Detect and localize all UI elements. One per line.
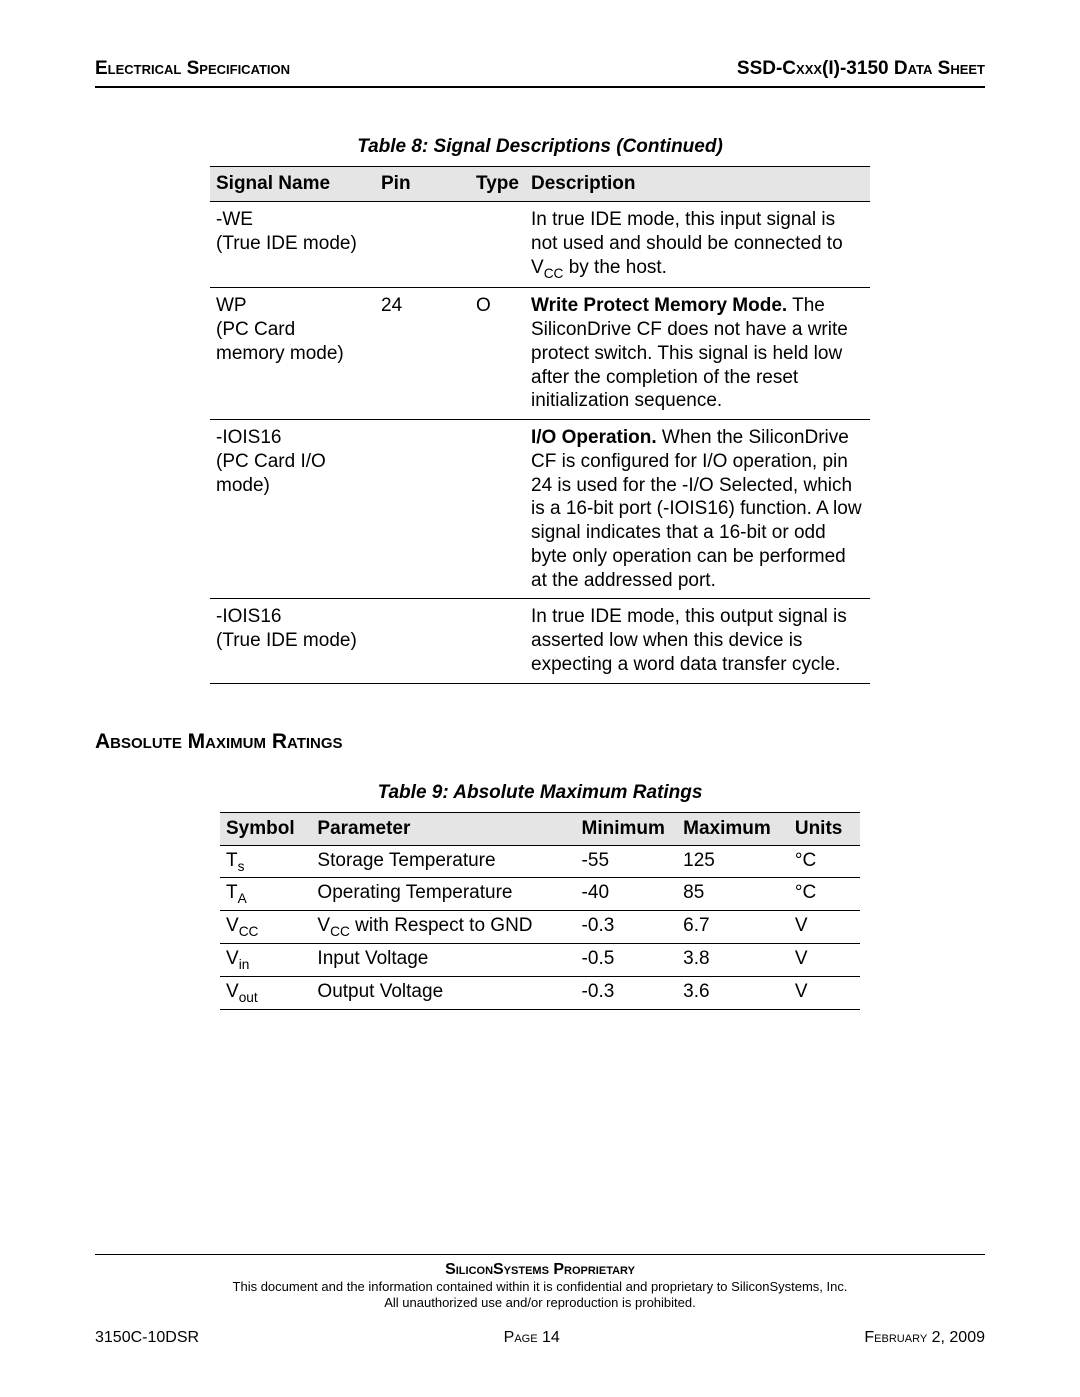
th-maximum: Maximum [677,812,789,845]
th-description: Description [525,167,870,202]
cell-minimum: -0.3 [576,911,678,944]
table-row: TsStorage Temperature-55125°C [220,845,860,878]
cell-pin [375,599,470,683]
cell-units: V [789,911,860,944]
th-minimum: Minimum [576,812,678,845]
header-right: SSD-Cxxx(I)-3150 Data Sheet [737,58,985,80]
cell-parameter: Operating Temperature [311,878,575,911]
th-parameter: Parameter [311,812,575,845]
cell-units: °C [789,878,860,911]
cell-parameter: Output Voltage [311,976,575,1009]
cell-type [470,202,525,288]
cell-symbol: Ts [220,845,311,878]
cell-pin [375,202,470,288]
footer-proprietary: SiliconSystems Proprietary [95,1261,985,1279]
footer-note: This document and the information contai… [95,1279,985,1312]
cell-minimum: -0.5 [576,944,678,977]
cell-signal: -WE (True IDE mode) [210,202,375,288]
footer-date: February 2, 2009 [864,1329,985,1347]
footer-doc-id: 3150C-10DSR [95,1329,199,1347]
header-left: Electrical Specification [95,58,290,80]
cell-type [470,599,525,683]
cell-maximum: 3.6 [677,976,789,1009]
cell-symbol: TA [220,878,311,911]
th-type: Type [470,167,525,202]
cell-signal: WP (PC Card memory mode) [210,288,375,420]
cell-signal: -IOIS16 (True IDE mode) [210,599,375,683]
cell-pin [375,420,470,599]
table-row: VinInput Voltage-0.53.8V [220,944,860,977]
cell-type: O [470,288,525,420]
page-footer: SiliconSystems Proprietary This document… [95,1254,985,1348]
cell-maximum: 85 [677,878,789,911]
cell-minimum: -55 [576,845,678,878]
table-row: -WE (True IDE mode) In true IDE mode, th… [210,202,870,288]
th-signal: Signal Name [210,167,375,202]
cell-desc: In true IDE mode, this input signal is n… [525,202,870,288]
cell-minimum: -40 [576,878,678,911]
cell-units: °C [789,845,860,878]
cell-pin: 24 [375,288,470,420]
cell-parameter: VCC with Respect to GND [311,911,575,944]
cell-desc: In true IDE mode, this output signal is … [525,599,870,683]
table-row: TAOperating Temperature-4085°C [220,878,860,911]
table-row: VCCVCC with Respect to GND-0.36.7V [220,911,860,944]
table-row: -IOIS16 (PC Card I/O mode) I/O Operation… [210,420,870,599]
table-row: VoutOutput Voltage-0.33.6V [220,976,860,1009]
th-pin: Pin [375,167,470,202]
cell-maximum: 3.8 [677,944,789,977]
table9-title: Table 9: Absolute Maximum Ratings [95,782,985,804]
cell-parameter: Input Voltage [311,944,575,977]
cell-units: V [789,944,860,977]
absolute-maximum-ratings-table: Symbol Parameter Minimum Maximum Units T… [220,812,860,1010]
table8-title: Table 8: Signal Descriptions (Continued) [95,136,985,158]
cell-maximum: 125 [677,845,789,878]
page-header: Electrical Specification SSD-Cxxx(I)-315… [95,58,985,88]
th-units: Units [789,812,860,845]
cell-parameter: Storage Temperature [311,845,575,878]
cell-units: V [789,976,860,1009]
th-symbol: Symbol [220,812,311,845]
table-row: WP (PC Card memory mode) 24 O Write Prot… [210,288,870,420]
cell-symbol: Vout [220,976,311,1009]
table-row: -IOIS16 (True IDE mode) In true IDE mode… [210,599,870,683]
cell-minimum: -0.3 [576,976,678,1009]
cell-desc: Write Protect Memory Mode. The SiliconDr… [525,288,870,420]
cell-symbol: Vin [220,944,311,977]
cell-symbol: VCC [220,911,311,944]
footer-page-number: Page 14 [504,1329,560,1347]
section-heading-ratings: Absolute Maximum Ratings [95,730,985,754]
cell-type [470,420,525,599]
cell-signal: -IOIS16 (PC Card I/O mode) [210,420,375,599]
cell-desc: I/O Operation. When the SiliconDrive CF … [525,420,870,599]
cell-maximum: 6.7 [677,911,789,944]
signal-descriptions-table: Signal Name Pin Type Description -WE (Tr… [210,166,870,684]
